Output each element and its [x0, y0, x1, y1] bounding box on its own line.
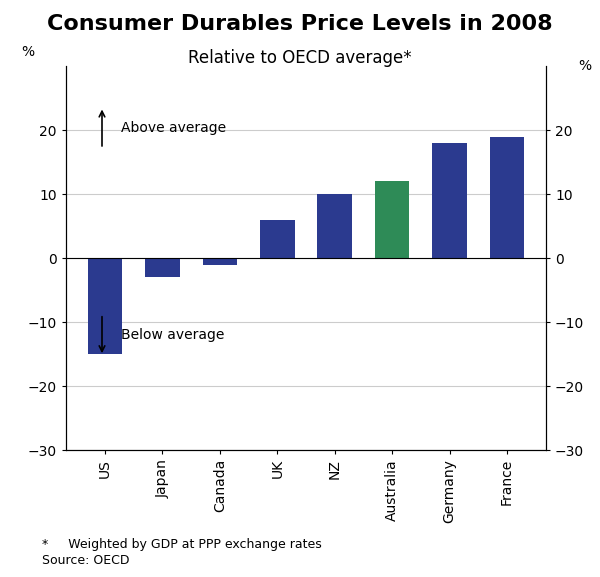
Bar	[433, 143, 467, 258]
Text: Relative to OECD average*: Relative to OECD average*	[188, 49, 412, 67]
Text: Consumer Durables Price Levels in 2008: Consumer Durables Price Levels in 2008	[47, 14, 553, 35]
Y-axis label: %: %	[21, 44, 34, 59]
Bar	[260, 220, 295, 258]
Bar	[375, 182, 409, 258]
Bar	[317, 194, 352, 258]
Text: *     Weighted by GDP at PPP exchange rates: * Weighted by GDP at PPP exchange rates	[42, 538, 322, 551]
Y-axis label: %: %	[578, 59, 591, 73]
Bar	[145, 258, 179, 278]
Bar	[88, 258, 122, 354]
Bar	[490, 137, 524, 258]
Text: Above average: Above average	[121, 121, 226, 135]
Text: Source: OECD: Source: OECD	[42, 553, 130, 567]
Bar	[203, 258, 237, 265]
Text: Below average: Below average	[121, 328, 224, 342]
